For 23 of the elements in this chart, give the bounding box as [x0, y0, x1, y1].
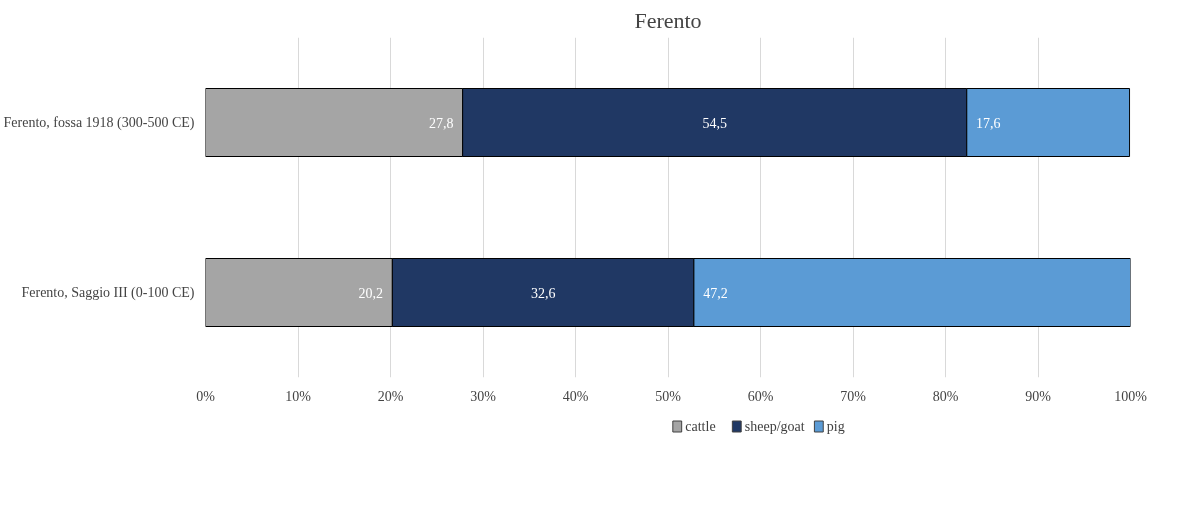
x-tick-label: 90%	[1025, 388, 1052, 404]
legend-label: pig	[826, 419, 845, 434]
data-label: 47,2	[703, 285, 728, 301]
legend-label: sheep/goat	[744, 419, 805, 434]
y-tick-label: Ferento, fossa 1918 (300-500 CE)	[3, 115, 195, 131]
x-tick-label: 20%	[377, 388, 404, 404]
x-tick-label: 80%	[932, 388, 959, 404]
data-label: 20,2	[358, 285, 384, 301]
data-label: 54,5	[702, 115, 727, 131]
y-tick-label: Ferento, Saggio III (0-100 CE)	[21, 285, 195, 301]
legend-label: cattle	[685, 419, 716, 434]
x-tick-label: 100%	[1114, 388, 1148, 404]
x-tick-label: 50%	[655, 388, 682, 404]
data-label: 32,6	[530, 285, 556, 301]
data-label: 17,6	[976, 115, 1001, 131]
x-tick-label: 70%	[840, 388, 867, 404]
chart-title: Ferento	[634, 7, 702, 33]
x-tick-label: 10%	[285, 388, 312, 404]
x-tick-label: 40%	[562, 388, 589, 404]
x-tick-label: 60%	[747, 388, 774, 404]
data-label: 27,8	[428, 115, 454, 131]
x-tick-label: 0%	[196, 388, 216, 404]
x-tick-label: 30%	[470, 388, 497, 404]
